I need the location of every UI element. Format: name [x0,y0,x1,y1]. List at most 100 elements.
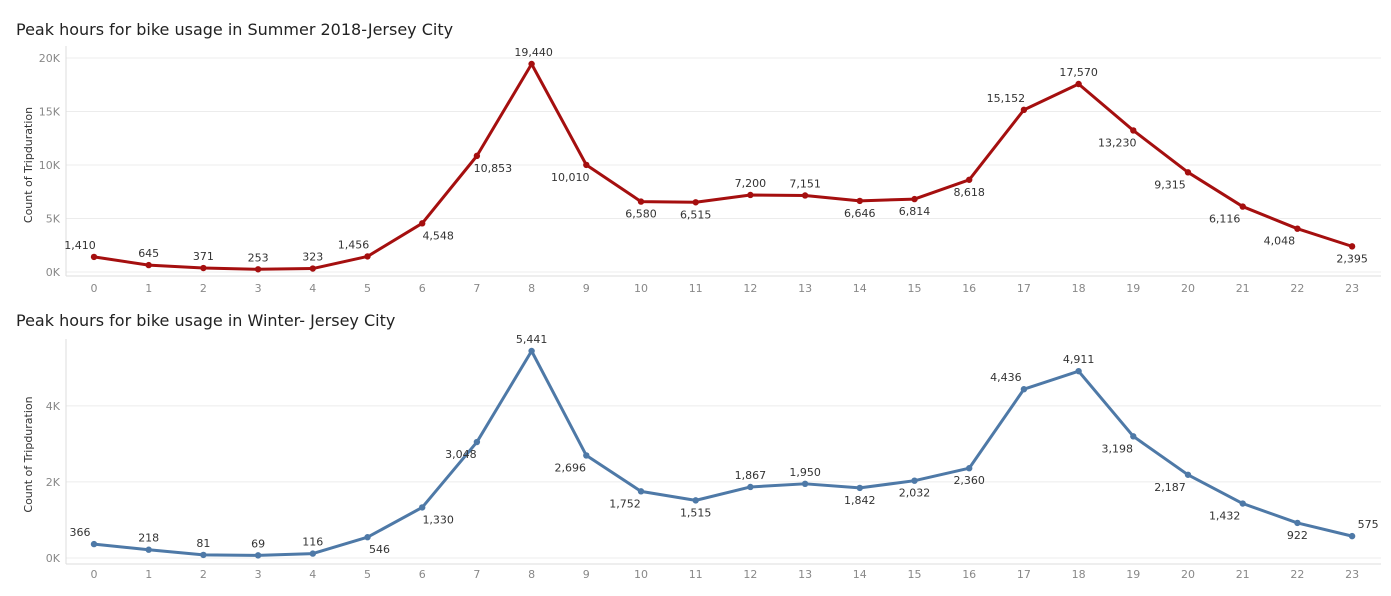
data-label: 3,048 [445,448,477,461]
data-point [1294,225,1301,232]
data-label: 4,548 [422,229,454,242]
data-label: 323 [302,251,323,264]
data-label: 2,187 [1154,481,1186,494]
x-tick-label: 12 [743,568,757,581]
x-tick-label: 12 [743,282,757,295]
data-label: 81 [196,537,210,550]
data-label: 10,010 [551,171,590,184]
data-point [856,197,863,205]
data-label: 15,152 [987,92,1026,105]
x-tick-label: 4 [309,282,316,295]
x-tick-label: 10 [634,282,648,295]
data-label: 6,814 [899,205,931,218]
x-tick-label: 22 [1290,568,1304,581]
data-label: 7,200 [735,177,767,190]
data-point [637,198,645,205]
data-label: 10,853 [474,162,513,175]
x-tick-label: 2 [200,282,207,295]
data-point [1239,500,1246,507]
x-tick-label: 21 [1236,568,1250,581]
data-point [911,195,918,203]
x-tick-label: 17 [1017,568,1031,581]
x-tick-label: 22 [1290,282,1304,295]
data-label: 2,360 [953,474,985,487]
data-point [966,176,973,183]
x-tick-label: 11 [689,282,703,295]
data-point [1130,127,1137,134]
data-point [364,534,371,541]
data-point [692,199,699,206]
data-point [966,465,973,472]
chart-title-summer: Peak hours for bike usage in Summer 2018… [16,20,454,39]
data-label: 4,911 [1063,353,1095,366]
series-line [92,349,1354,557]
data-label: 546 [369,543,390,556]
data-point [1184,169,1192,176]
data-label: 4,436 [990,371,1022,384]
data-label: 1,842 [844,494,876,507]
x-tick-label: 5 [364,568,371,581]
x-tick-label: 4 [309,568,316,581]
y-tick-label: 2K [46,476,61,489]
data-point [473,438,481,446]
x-tick-label: 3 [255,282,262,295]
data-point [254,266,262,273]
data-point [583,452,590,459]
x-tick-label: 3 [255,568,262,581]
data-label: 9,315 [1154,178,1186,191]
data-label: 366 [70,526,91,539]
data-label: 1,752 [609,497,641,510]
series-line [92,62,1354,271]
data-label: 1,410 [64,239,96,252]
y-tick-label: 0K [46,266,61,279]
x-tick-label: 16 [962,568,976,581]
x-tick-label: 17 [1017,282,1031,295]
data-point [1130,433,1137,440]
x-tick-label: 13 [798,568,812,581]
data-point [145,546,152,553]
data-point [1348,243,1356,250]
data-point [309,265,316,272]
y-tick-label: 5K [46,213,61,226]
data-point [254,552,262,559]
data-point [1294,519,1301,527]
x-tick-label: 2 [200,568,207,581]
data-label: 1,456 [338,238,370,251]
chart-title-winter: Peak hours for bike usage in Winter- Jer… [16,311,396,330]
data-label: 1,867 [735,469,767,482]
data-point [364,253,371,260]
x-tick-label: 6 [419,282,426,295]
data-point [473,152,481,160]
x-tick-label: 0 [91,568,98,581]
data-label: 575 [1358,518,1379,531]
x-tick-label: 7 [473,282,480,295]
x-tick-label: 23 [1345,568,1359,581]
x-tick-label: 21 [1236,282,1250,295]
data-label: 1,515 [680,506,712,519]
x-tick-label: 19 [1126,568,1140,581]
data-point [419,220,426,227]
data-point [1020,386,1028,393]
y-tick-label: 4K [46,400,61,413]
y-axis-title: Count of Tripduration [22,396,35,512]
data-label: 371 [193,250,214,263]
data-label: 17,570 [1059,66,1098,79]
data-point [1075,80,1082,88]
x-tick-label: 9 [583,282,590,295]
data-point [1075,367,1082,375]
x-tick-label: 20 [1181,568,1195,581]
data-label: 2,696 [555,461,587,474]
data-label: 1,432 [1209,510,1241,523]
data-point [747,483,754,491]
x-tick-label: 6 [419,568,426,581]
x-tick-label: 10 [634,568,648,581]
data-label: 116 [302,536,323,549]
data-point [1348,532,1356,540]
data-label: 1,330 [422,513,454,526]
y-tick-label: 0K [46,552,61,565]
x-tick-label: 8 [528,568,535,581]
data-point [747,191,754,199]
data-point [1184,471,1192,478]
data-point [1020,106,1028,114]
x-tick-label: 11 [689,568,703,581]
